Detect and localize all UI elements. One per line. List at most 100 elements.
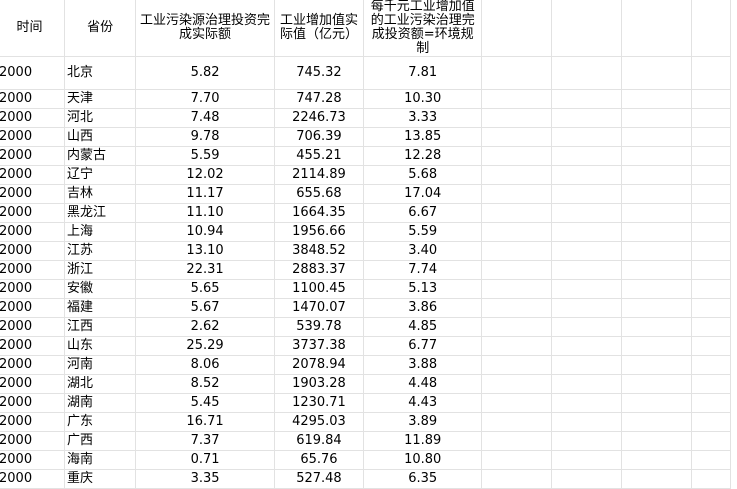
empty-cell[interactable] xyxy=(621,393,693,413)
empty-cell[interactable] xyxy=(551,108,623,128)
empty-cell[interactable] xyxy=(551,412,623,432)
cell[interactable]: 3.40 xyxy=(362,241,483,261)
empty-cell[interactable] xyxy=(691,279,731,299)
empty-cell[interactable] xyxy=(481,355,553,375)
cell[interactable]: 广东 xyxy=(64,412,137,432)
cell[interactable]: 2000 xyxy=(0,127,66,147)
empty-cell[interactable] xyxy=(551,298,623,318)
empty-cell[interactable] xyxy=(621,146,693,166)
cell[interactable]: 9.78 xyxy=(135,127,275,147)
empty-cell[interactable] xyxy=(691,184,731,204)
empty-cell[interactable] xyxy=(481,317,553,337)
empty-cell[interactable] xyxy=(481,279,553,299)
cell[interactable]: 2000 xyxy=(0,146,66,166)
cell[interactable]: 745.32 xyxy=(273,56,364,90)
empty-cell[interactable] xyxy=(551,260,623,280)
cell[interactable]: 539.78 xyxy=(273,317,364,337)
cell[interactable]: 25.29 xyxy=(135,336,275,356)
cell[interactable]: 浙江 xyxy=(64,260,137,280)
cell[interactable]: 17.04 xyxy=(362,184,483,204)
empty-cell[interactable] xyxy=(481,203,553,223)
cell[interactable]: 2246.73 xyxy=(273,108,364,128)
cell[interactable]: 2000 xyxy=(0,203,66,223)
empty-cell[interactable] xyxy=(481,165,553,185)
cell[interactable]: 655.68 xyxy=(273,184,364,204)
empty-cell[interactable] xyxy=(481,374,553,394)
cell[interactable]: 3.35 xyxy=(135,469,275,489)
cell[interactable]: 2000 xyxy=(0,165,66,185)
empty-cell[interactable] xyxy=(481,298,553,318)
empty-cell[interactable] xyxy=(551,127,623,147)
empty-cell[interactable] xyxy=(551,146,623,166)
cell[interactable]: 2883.37 xyxy=(273,260,364,280)
empty-cell[interactable] xyxy=(551,241,623,261)
cell[interactable]: 5.82 xyxy=(135,56,275,90)
cell[interactable]: 2000 xyxy=(0,317,66,337)
empty-cell[interactable] xyxy=(691,374,731,394)
cell[interactable]: 2000 xyxy=(0,56,66,90)
cell[interactable]: 3737.38 xyxy=(273,336,364,356)
cell[interactable]: 2000 xyxy=(0,108,66,128)
cell[interactable]: 2000 xyxy=(0,393,66,413)
cell[interactable]: 3.88 xyxy=(362,355,483,375)
empty-cell[interactable] xyxy=(481,146,553,166)
cell[interactable]: 12.02 xyxy=(135,165,275,185)
cell[interactable]: 吉林 xyxy=(64,184,137,204)
cell[interactable]: 北京 xyxy=(64,56,137,90)
empty-cell[interactable] xyxy=(551,393,623,413)
empty-cell[interactable] xyxy=(621,374,693,394)
cell[interactable]: 2000 xyxy=(0,184,66,204)
empty-cell[interactable] xyxy=(621,184,693,204)
empty-cell[interactable] xyxy=(481,89,553,109)
empty-cell[interactable] xyxy=(481,469,553,489)
empty-cell[interactable] xyxy=(551,336,623,356)
cell[interactable]: 11.89 xyxy=(362,431,483,451)
cell[interactable]: 10.30 xyxy=(362,89,483,109)
cell[interactable]: 7.70 xyxy=(135,89,275,109)
empty-cell[interactable] xyxy=(691,355,731,375)
cell[interactable]: 2000 xyxy=(0,241,66,261)
cell[interactable]: 5.67 xyxy=(135,298,275,318)
header-cell[interactable]: 工业污染源治理投资完成实际额 xyxy=(135,0,275,57)
cell[interactable]: 6.35 xyxy=(362,469,483,489)
empty-cell[interactable] xyxy=(691,393,731,413)
empty-cell[interactable] xyxy=(551,56,623,90)
cell[interactable]: 安徽 xyxy=(64,279,137,299)
cell[interactable]: 706.39 xyxy=(273,127,364,147)
empty-cell[interactable] xyxy=(551,184,623,204)
cell[interactable]: 重庆 xyxy=(64,469,137,489)
cell[interactable]: 12.28 xyxy=(362,146,483,166)
cell[interactable]: 5.68 xyxy=(362,165,483,185)
cell[interactable]: 2000 xyxy=(0,469,66,489)
empty-cell[interactable] xyxy=(691,203,731,223)
cell[interactable]: 辽宁 xyxy=(64,165,137,185)
cell[interactable]: 1956.66 xyxy=(273,222,364,242)
cell[interactable]: 2000 xyxy=(0,298,66,318)
header-cell[interactable]: 时间 xyxy=(0,0,66,57)
empty-cell[interactable] xyxy=(551,431,623,451)
cell[interactable]: 13.10 xyxy=(135,241,275,261)
cell[interactable]: 1470.07 xyxy=(273,298,364,318)
cell[interactable]: 4295.03 xyxy=(273,412,364,432)
cell[interactable]: 2000 xyxy=(0,431,66,451)
cell[interactable]: 8.06 xyxy=(135,355,275,375)
empty-cell[interactable] xyxy=(621,355,693,375)
cell[interactable]: 4.85 xyxy=(362,317,483,337)
empty-cell[interactable] xyxy=(551,222,623,242)
cell[interactable]: 2114.89 xyxy=(273,165,364,185)
empty-cell[interactable] xyxy=(621,127,693,147)
header-cell[interactable]: 工业增加值实际值（亿元） xyxy=(273,0,364,57)
empty-cell[interactable] xyxy=(481,336,553,356)
cell[interactable]: 16.71 xyxy=(135,412,275,432)
empty-cell[interactable] xyxy=(691,0,731,57)
empty-cell[interactable] xyxy=(481,222,553,242)
empty-cell[interactable] xyxy=(481,393,553,413)
cell[interactable]: 2000 xyxy=(0,412,66,432)
cell[interactable]: 22.31 xyxy=(135,260,275,280)
empty-cell[interactable] xyxy=(691,317,731,337)
cell[interactable]: 6.77 xyxy=(362,336,483,356)
cell[interactable]: 1903.28 xyxy=(273,374,364,394)
empty-cell[interactable] xyxy=(551,317,623,337)
empty-cell[interactable] xyxy=(621,298,693,318)
empty-cell[interactable] xyxy=(691,431,731,451)
